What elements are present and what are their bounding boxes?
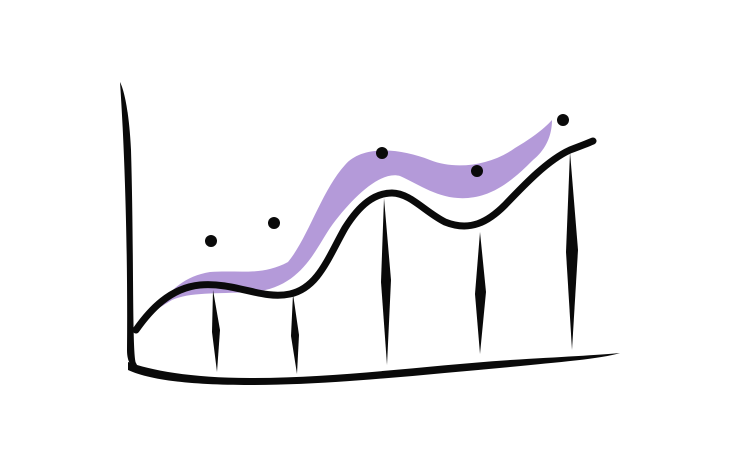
data-markers xyxy=(205,114,569,247)
spike-4 xyxy=(475,232,486,354)
spike-2 xyxy=(291,294,299,374)
marker-dot-1 xyxy=(205,235,217,247)
vertical-spikes xyxy=(212,152,578,374)
marker-dot-5 xyxy=(557,114,569,126)
spike-5 xyxy=(566,152,578,350)
x-axis xyxy=(128,353,620,385)
spike-3 xyxy=(381,198,391,365)
marker-dot-3 xyxy=(376,147,388,159)
purple-band xyxy=(158,120,552,308)
marker-dot-2 xyxy=(268,217,280,229)
y-axis xyxy=(120,82,140,371)
spike-1 xyxy=(212,290,220,372)
marker-dot-4 xyxy=(471,165,483,177)
trend-line xyxy=(132,137,597,334)
